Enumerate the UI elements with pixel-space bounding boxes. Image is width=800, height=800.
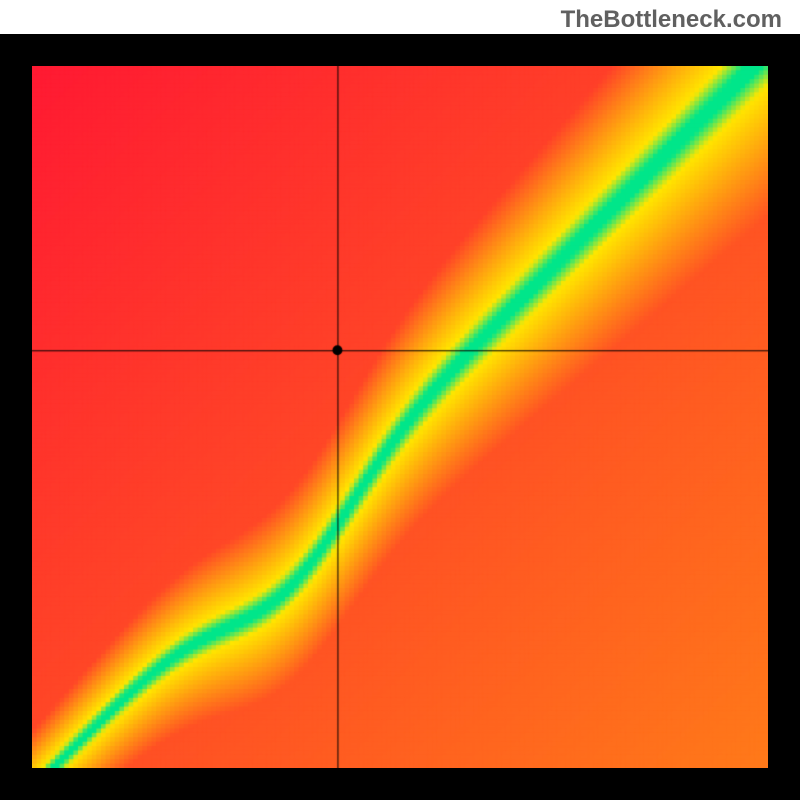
watermark-text: TheBottleneck.com [561,6,782,34]
bottleneck-heatmap-canvas [32,66,768,768]
